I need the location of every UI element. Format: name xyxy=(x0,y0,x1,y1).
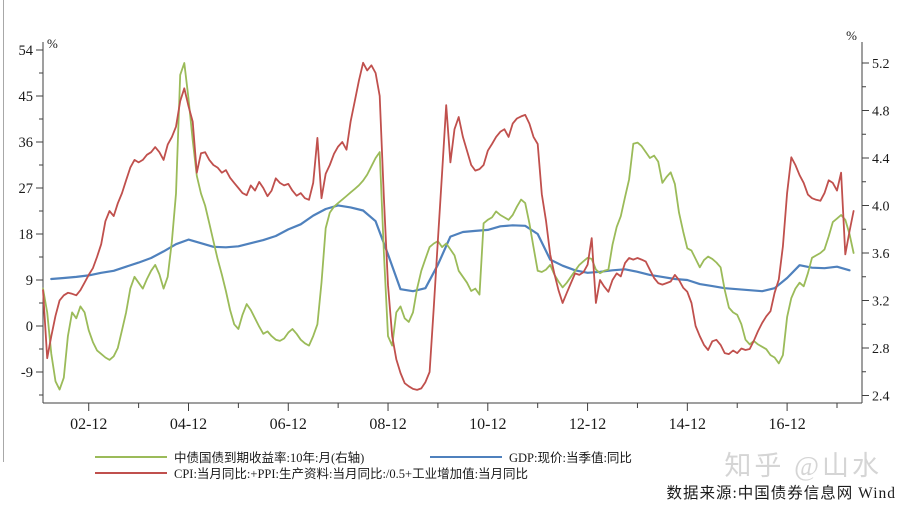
right-tick-label: 5.2 xyxy=(872,57,890,72)
x-tick-label: 08-12 xyxy=(369,416,406,433)
left-tick-label: 27 xyxy=(19,181,34,197)
left-tick-label: -9 xyxy=(21,365,33,381)
right-axis-unit: % xyxy=(846,28,857,43)
left-tick-label: 54 xyxy=(19,43,34,59)
x-tick-label: 10-12 xyxy=(469,416,506,433)
line-chart-svg: 54 45 36 27 18 9 0 -9% 5.2 4.8 4.4 4.0 3.6 3.2 2.8 2.4%… xyxy=(19,28,890,433)
right-tick-label: 4.0 xyxy=(872,200,890,215)
x-tick-label: 16-12 xyxy=(768,416,805,433)
series-line-0 xyxy=(50,204,851,293)
left-axis-unit: % xyxy=(47,36,58,51)
right-tick-label: 2.8 xyxy=(872,342,890,357)
watermark: 知乎 @山水 xyxy=(724,451,882,481)
series-line-2 xyxy=(42,61,855,391)
legend-label-bond-yield: 中债国债到期收益率:10年:月(右轴) xyxy=(174,451,365,465)
right-tick-label: 3.6 xyxy=(872,247,890,262)
x-tick-label: 12-12 xyxy=(569,416,606,433)
right-tick-label: 4.4 xyxy=(872,152,890,167)
legend-swatch-composite xyxy=(95,471,167,474)
legend-item-gdp: GDP:现价:当季值:同比 xyxy=(430,447,632,466)
x-tick-label: 06-12 xyxy=(270,416,307,433)
right-tick-label: 2.4 xyxy=(872,390,890,405)
figure-left-border xyxy=(3,0,4,462)
legend-item-composite: CPI:当月同比:+PPI:生产资料:当月同比:/0.5+工业增加值:当月同比 xyxy=(95,463,528,482)
legend-label-composite: CPI:当月同比:+PPI:生产资料:当月同比:/0.5+工业增加值:当月同比 xyxy=(174,467,529,481)
left-tick-label: 0 xyxy=(26,319,33,335)
series-line-1 xyxy=(42,62,855,391)
left-tick-label: 36 xyxy=(19,135,34,151)
legend-swatch-gdp xyxy=(430,455,502,458)
x-tick-label: 04-12 xyxy=(170,416,207,433)
axes: 54 45 36 27 18 9 0 -9% 5.2 4.8 4.4 4.0 3.6 3.2 2.8 2.4%… xyxy=(19,28,890,433)
legend-label-gdp: GDP:现价:当季值:同比 xyxy=(509,451,632,465)
legend-swatch-bond-yield xyxy=(95,455,167,458)
right-tick-label: 3.2 xyxy=(872,295,890,310)
left-tick-label: 18 xyxy=(19,227,34,243)
data-source-note: 数据来源:中国债券信息网 Wind xyxy=(666,485,896,502)
left-tick-label: 45 xyxy=(19,89,34,105)
right-tick-label: 4.8 xyxy=(872,105,890,120)
x-tick-label: 14-12 xyxy=(669,416,706,433)
x-tick-label: 02-12 xyxy=(70,416,107,433)
left-tick-label: 9 xyxy=(26,273,33,289)
legend-item-bond-yield: 中债国债到期收益率:10年:月(右轴) xyxy=(95,447,364,466)
